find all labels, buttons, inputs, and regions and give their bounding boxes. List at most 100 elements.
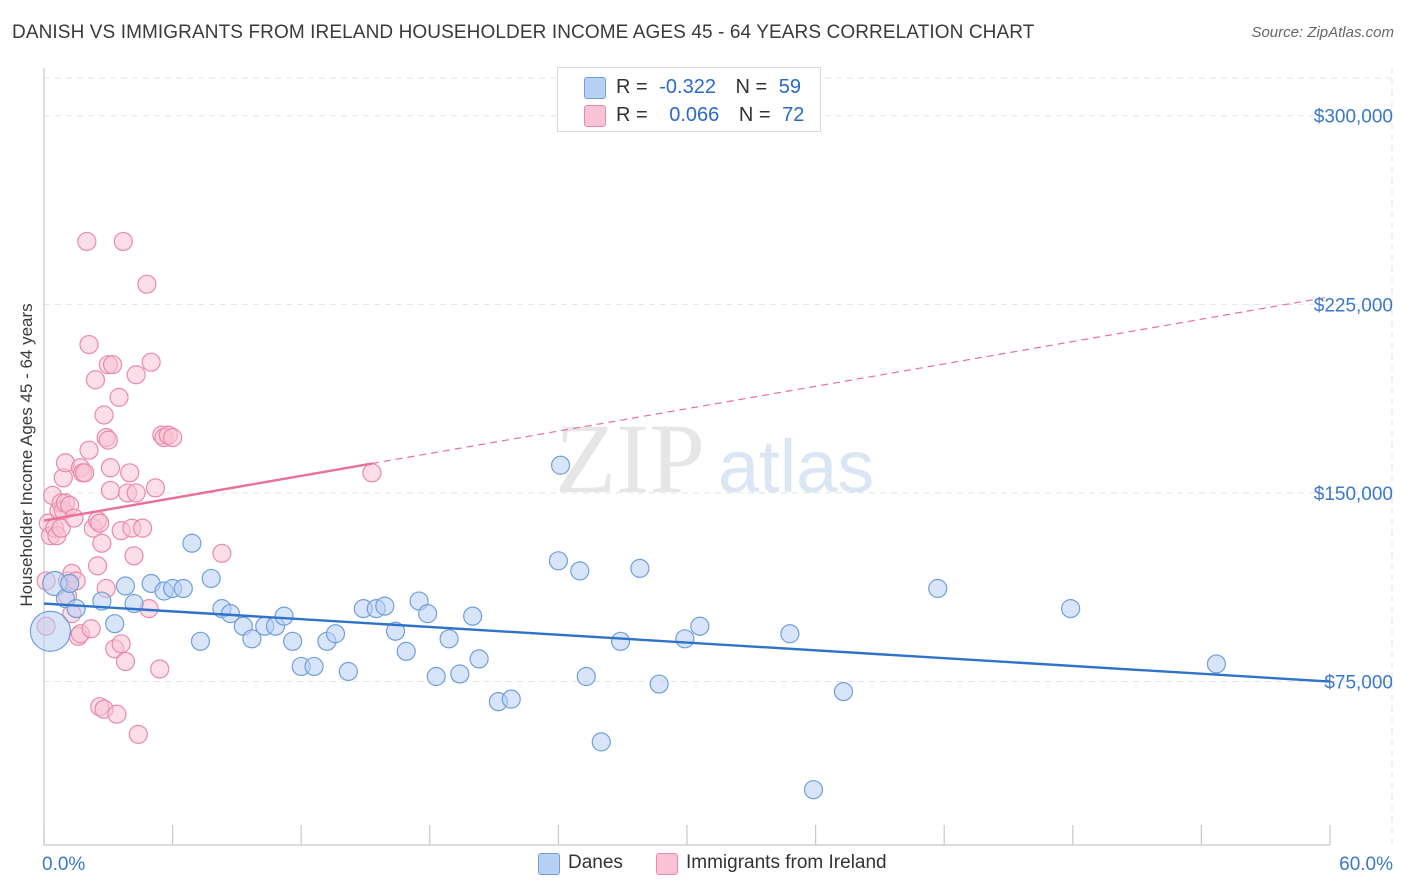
- tick-labels: $75,000 $150,000 $225,000 $300,000 0.0% 60.0%: [42, 107, 1393, 875]
- chart-title: DANISH VS IMMIGRANTS FROM IRELAND HOUSEH…: [12, 22, 1035, 43]
- ireland-point: [126, 365, 146, 385]
- legend-r-label: R =: [616, 76, 648, 98]
- x-tick-label: 0.0%: [42, 854, 85, 875]
- legend-n-label: N =: [738, 104, 771, 126]
- danes-point: [105, 614, 125, 634]
- legend-text-danes: R = -0.322 N = 59: [616, 76, 801, 99]
- bottom-legend-swatch-danes: [538, 853, 560, 875]
- danes-point: [115, 576, 136, 596]
- danes-point: [1061, 599, 1081, 619]
- ireland-trend-extension: [371, 296, 1331, 465]
- ireland-point: [85, 370, 106, 390]
- danes-point: [274, 606, 294, 626]
- legend-n-value: 59: [778, 76, 802, 98]
- danes-point: [325, 624, 346, 644]
- danes-point: [630, 558, 650, 578]
- danes-point: [173, 578, 193, 599]
- danes-point: [182, 533, 202, 553]
- bottom-legend-label-danes: Danes: [568, 852, 623, 873]
- ireland-point: [92, 533, 112, 553]
- legend-swatch-ireland: [584, 105, 606, 127]
- ireland-point: [100, 458, 121, 478]
- danes-point: [396, 641, 416, 661]
- watermark-zip: ZIP: [555, 403, 705, 514]
- danes-point: [649, 674, 669, 694]
- danes-point: [469, 649, 489, 669]
- danes-point: [450, 664, 470, 684]
- ireland-trend-line: [43, 462, 373, 522]
- danes-point: [283, 631, 303, 651]
- axes: [43, 68, 1331, 846]
- ireland-point: [128, 724, 148, 744]
- danes-point: [463, 606, 483, 626]
- legend-r-value: -0.322: [659, 76, 716, 98]
- ireland-point: [64, 508, 84, 528]
- ireland-point: [81, 619, 101, 639]
- ireland-point: [120, 463, 140, 483]
- ireland-point: [145, 478, 166, 498]
- danes-point: [780, 624, 800, 644]
- danes-point: [92, 591, 112, 611]
- ireland-point: [163, 428, 183, 448]
- danes-point: [418, 604, 438, 624]
- danes-point: [304, 656, 324, 677]
- danes-point: [570, 561, 590, 581]
- danes-point: [690, 616, 710, 636]
- danes-point: [426, 666, 446, 687]
- correlation-legend: R = -0.322 N = 59 R = 0.066 N = 72: [557, 67, 821, 132]
- legend-r-value: 0.066: [669, 104, 720, 126]
- y-axis-label: Householder Income Ages 45 - 64 years: [17, 303, 36, 607]
- danes-point: [375, 596, 395, 616]
- danes-point: [385, 621, 406, 641]
- danes-point: [833, 681, 854, 702]
- ireland-point: [115, 651, 136, 672]
- danes-trend-line: [43, 602, 1331, 683]
- bottom-legend-label-ireland: Immigrants from Ireland: [686, 852, 887, 873]
- danes-point: [548, 551, 569, 571]
- ireland-point: [90, 513, 110, 533]
- y-tick-label: $300,000: [1314, 107, 1393, 128]
- danes-point: [201, 568, 221, 589]
- legend-r-label: R =: [616, 104, 648, 126]
- ireland-point: [77, 231, 97, 252]
- ireland-point: [75, 463, 95, 483]
- danes-point: [550, 455, 571, 475]
- danes-point: [675, 629, 695, 649]
- danes-point: [439, 629, 459, 649]
- ireland-point: [100, 480, 121, 501]
- danes-point: [60, 573, 80, 594]
- x-tick-label: 60.0%: [1339, 854, 1393, 875]
- danes-point: [576, 666, 596, 687]
- ireland-point: [141, 352, 161, 372]
- danes-point: [803, 780, 824, 800]
- y-tick-label: $150,000: [1314, 484, 1393, 505]
- ireland-point: [109, 387, 129, 407]
- y-tick-label: $75,000: [1324, 673, 1393, 694]
- danes-point: [610, 631, 631, 651]
- danes-point: [66, 599, 86, 619]
- ireland-point: [102, 355, 123, 375]
- danes-point: [29, 610, 72, 652]
- ireland-point: [79, 440, 99, 460]
- source-label: Source: ZipAtlas.com: [1251, 24, 1394, 41]
- ireland-point: [212, 543, 232, 563]
- ireland-point: [79, 334, 99, 355]
- danes-point: [591, 732, 611, 752]
- ireland-point: [132, 518, 153, 538]
- y-tick-label: $225,000: [1314, 295, 1393, 316]
- danes-point: [338, 661, 358, 682]
- ireland-point: [126, 483, 146, 503]
- danes-point: [1206, 654, 1227, 674]
- trend-lines: [43, 296, 1331, 683]
- ireland-point: [87, 556, 108, 576]
- bottom-legend-swatch-ireland: [656, 853, 678, 875]
- data-points: [29, 231, 1227, 800]
- ireland-point: [113, 231, 133, 252]
- ireland-point: [94, 405, 114, 425]
- legend-swatch-danes: [584, 77, 606, 99]
- ireland-point: [98, 430, 118, 450]
- ireland-point: [111, 634, 131, 654]
- danes-point: [501, 689, 521, 709]
- legend-n-label: N =: [735, 76, 768, 98]
